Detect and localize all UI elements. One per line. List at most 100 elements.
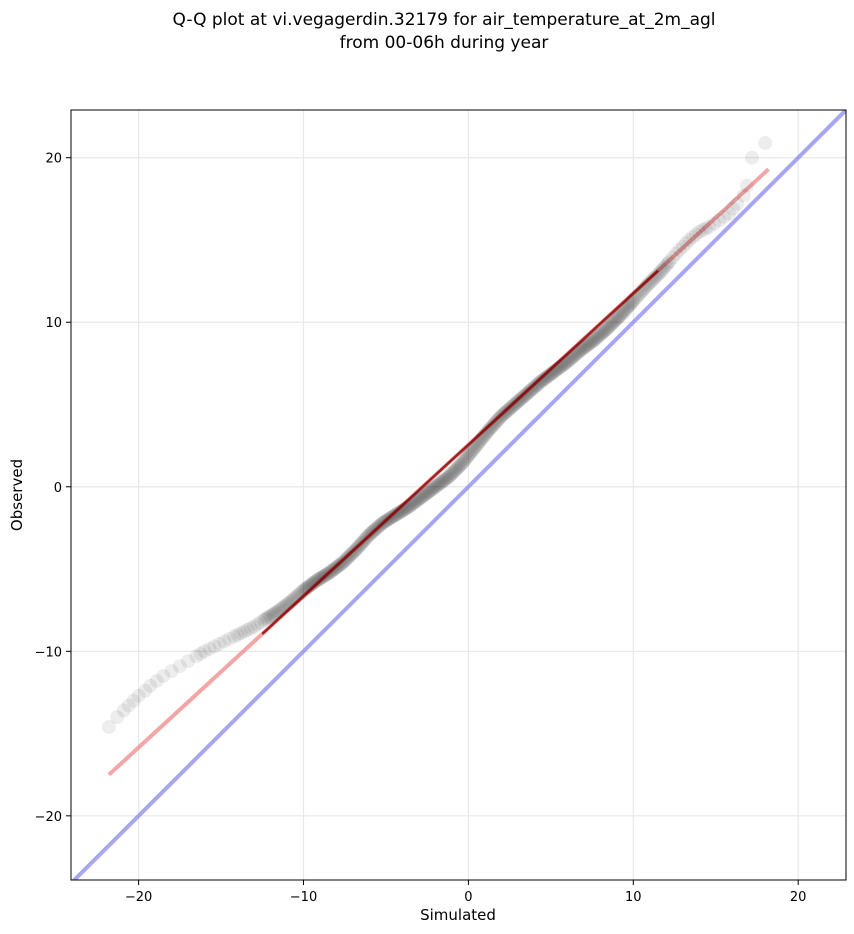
qq-point-29 <box>253 615 268 630</box>
qq-point-59 <box>302 578 317 593</box>
qq-point-94 <box>344 547 359 562</box>
qq-point-159 <box>422 484 437 499</box>
qq-point-68 <box>313 571 328 586</box>
qq-point-87 <box>336 555 351 570</box>
qq-point-362 <box>698 221 713 236</box>
qq-point-27 <box>247 619 262 634</box>
qq-point-258 <box>541 369 556 384</box>
qq-point-340 <box>644 274 659 289</box>
qq-point-178 <box>445 466 460 481</box>
qq-point-246 <box>526 380 541 395</box>
qq-point-14 <box>193 646 208 661</box>
qq-point-306 <box>598 322 613 337</box>
qq-point-257 <box>539 369 554 384</box>
qq-point-214 <box>488 415 503 430</box>
qq-point-174 <box>440 470 455 485</box>
qq-point-240 <box>519 387 534 402</box>
qq-point-66 <box>310 572 325 587</box>
qq-point-23 <box>233 626 248 641</box>
qq-point-179 <box>446 465 461 480</box>
qq-point-175 <box>441 469 456 484</box>
qq-point-167 <box>432 477 447 492</box>
qq-point-303 <box>595 326 610 341</box>
qq-point-254 <box>536 372 551 387</box>
qq-point-153 <box>415 489 430 504</box>
qq-point-25 <box>240 622 255 637</box>
qq-point-36 <box>266 606 281 621</box>
qq-point-58 <box>301 579 316 594</box>
qq-point-160 <box>423 483 438 498</box>
qq-point-165 <box>429 478 444 493</box>
qq-point-317 <box>611 309 626 324</box>
qq-point-162 <box>426 481 441 496</box>
qq-point-33 <box>261 609 276 624</box>
qq-point-18 <box>212 636 227 651</box>
qq-point-1 <box>110 710 125 725</box>
qq-point-259 <box>542 368 557 383</box>
qq-point-60 <box>303 578 318 593</box>
qq-point-131 <box>388 507 403 522</box>
qq-point-64 <box>308 574 323 589</box>
qq-point-244 <box>524 382 539 397</box>
qq-point-35 <box>265 607 280 622</box>
qq-point-2 <box>116 703 131 718</box>
qq-point-9 <box>156 668 171 683</box>
qq-point-89 <box>338 553 353 568</box>
qq-point-92 <box>342 549 357 564</box>
qq-point-353 <box>669 246 684 261</box>
qq-point-233 <box>511 394 526 409</box>
qq-point-363 <box>702 219 717 234</box>
qq-point-26 <box>243 621 258 636</box>
qq-point-230 <box>507 397 522 412</box>
qq-point-231 <box>508 396 523 411</box>
qq-point-184 <box>452 459 467 474</box>
qq-point-311 <box>604 317 619 332</box>
qq-point-4 <box>126 693 141 708</box>
qq-point-249 <box>530 377 545 392</box>
qq-point-368 <box>726 201 741 216</box>
qq-point-17 <box>207 639 222 654</box>
qq-point-286 <box>574 342 589 357</box>
y-axis-ticks: −20 −10 0 10 20 <box>35 152 71 825</box>
x-tick-label-4: 20 <box>790 890 807 905</box>
qq-point-190 <box>459 450 474 465</box>
qq-point-6 <box>138 683 153 698</box>
qq-point-291 <box>580 337 595 352</box>
qq-point-364 <box>707 216 722 231</box>
qq-point-299 <box>590 330 605 345</box>
qq-point-158 <box>421 485 436 500</box>
qq-point-347 <box>655 262 670 277</box>
qq-point-290 <box>579 338 594 353</box>
qq-point-316 <box>610 311 625 326</box>
qq-point-235 <box>513 392 528 407</box>
qq-point-367 <box>721 206 736 221</box>
qq-point-251 <box>532 375 547 390</box>
qq-point-342 <box>647 270 662 285</box>
qq-point-166 <box>430 477 445 492</box>
qq-point-216 <box>490 413 505 428</box>
qq-point-304 <box>596 324 611 339</box>
qq-point-192 <box>461 447 476 462</box>
qq-point-172 <box>438 472 453 487</box>
qq-point-250 <box>531 376 546 391</box>
qq-point-297 <box>587 332 602 347</box>
qq-point-22 <box>230 627 245 642</box>
qq-point-69 <box>314 570 329 585</box>
qq-point-227 <box>503 400 518 415</box>
qq-point-7 <box>143 678 158 693</box>
qq-point-355 <box>675 239 690 254</box>
qq-point-34 <box>263 608 278 623</box>
qq-point-28 <box>250 617 265 632</box>
chart-title-line-2: from 00-06h during year <box>340 33 549 53</box>
qq-point-359 <box>688 227 703 242</box>
y-tick-label-1: −10 <box>35 645 62 660</box>
qq-point-361 <box>695 223 710 238</box>
qq-point-30 <box>256 613 271 628</box>
identity-line <box>71 110 846 880</box>
qq-point-132 <box>390 506 405 521</box>
qq-point-285 <box>573 343 588 358</box>
qq-point-247 <box>527 379 542 394</box>
qq-point-358 <box>685 230 700 245</box>
qq-point-177 <box>444 467 459 482</box>
qq-point-346 <box>654 263 669 278</box>
